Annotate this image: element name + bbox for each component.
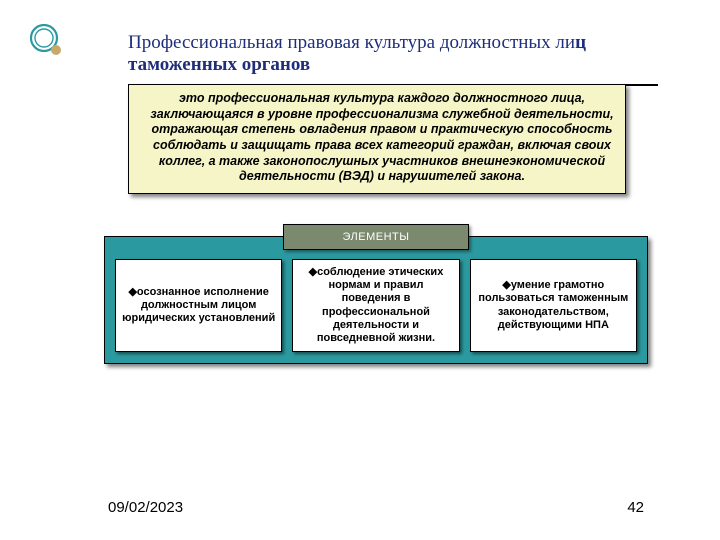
elements-tab: ЭЛЕМЕНТЫ: [283, 224, 469, 250]
corner-ornament: [30, 24, 66, 60]
footer-page: 42: [627, 499, 644, 516]
element-text: ◆соблюдение этических нормам и правил по…: [299, 266, 452, 345]
definition-text: это профессиональная культура каждого до…: [149, 91, 615, 185]
elements-cards: ◆осознанное исполнение должностным лицом…: [115, 259, 637, 352]
elements-panel: ЭЛЕМЕНТЫ ◆осознанное исполнение должност…: [104, 236, 648, 364]
element-text: ◆умение грамотно пользоваться таможенным…: [477, 279, 630, 332]
element-card: ◆умение грамотно пользоваться таможенным…: [470, 259, 637, 352]
element-text: ◆осознанное исполнение должностным лицом…: [122, 286, 275, 326]
definition-box: это профессиональная культура каждого до…: [128, 84, 626, 194]
element-card: ◆осознанное исполнение должностным лицом…: [115, 259, 282, 352]
footer-date: 09/02/2023: [108, 499, 183, 516]
title-part-1: Профессиональная правовая культура должн…: [128, 32, 575, 53]
element-card: ◆соблюдение этических нормам и правил по…: [292, 259, 459, 352]
slide-title: Профессиональная правовая культура должн…: [128, 32, 658, 76]
